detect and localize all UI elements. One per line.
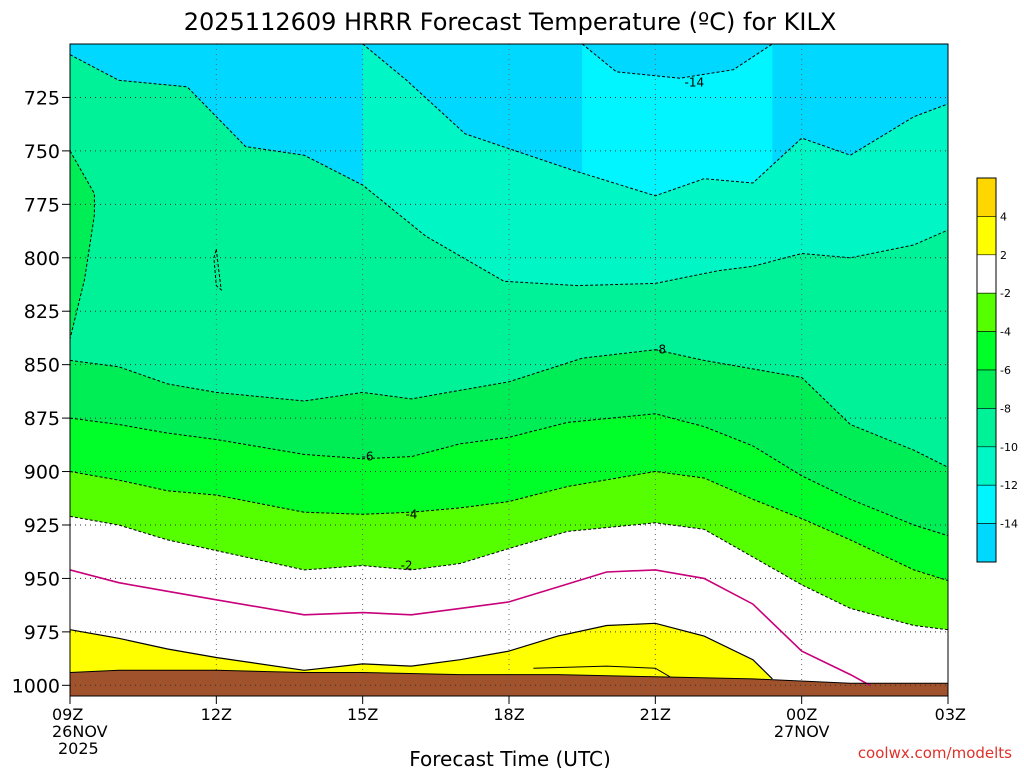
credit-text: coolwx.com/modelts	[858, 744, 1012, 762]
y-tick-label-975: 975	[24, 622, 60, 644]
y-tick-label-750: 750	[24, 141, 60, 163]
legend-swatch-minus-12	[976, 484, 997, 524]
isotherm-line-minus-6	[70, 413, 948, 537]
x-tick-label-03Z: 03Z	[935, 705, 966, 724]
isotherm-line-minus-2	[70, 515, 948, 631]
legend-frame	[976, 177, 997, 563]
color-legend: 4 2 -2 -4 -6 -8 -10 -12 -14	[976, 177, 1018, 563]
isotherm-line-plus-2	[70, 622, 773, 680]
legend-label-minus-10: -10	[1000, 441, 1018, 454]
y-tick-label-875: 875	[24, 408, 60, 430]
ground-surface-line	[70, 669, 948, 684]
legend-swatch-4	[976, 177, 997, 217]
legend-swatch-2	[976, 216, 997, 256]
isotherm-label-minus-8: -8	[654, 343, 666, 357]
y-tick-label-900: 900	[24, 462, 60, 484]
freezing-line-0c	[70, 569, 871, 687]
legend-label-minus-12: -12	[1000, 479, 1018, 492]
gridlines	[70, 44, 948, 696]
isotherm-label-minus-14: -14	[685, 75, 705, 89]
plot-area: -14 -8 -6 -4 -2	[70, 44, 948, 696]
y-tick-label-950: 950	[24, 568, 60, 590]
closed-isotherm-pocket	[70, 150, 95, 340]
temperature-bands	[70, 44, 948, 696]
x-tick-label-12Z: 12Z	[201, 705, 232, 724]
ground-below-surface	[70, 670, 948, 696]
legend-swatch-minus-2	[976, 292, 997, 332]
y-tick-label-850: 850	[24, 355, 60, 377]
legend-label-minus-14: -14	[1000, 518, 1018, 531]
legend-swatch-minus-14	[976, 523, 997, 563]
isotherm-contours: -14 -8 -6 -4 -2	[70, 44, 948, 687]
x-date-label-26NOV: 26NOV	[52, 722, 108, 741]
y-tick-label-775: 775	[24, 194, 60, 216]
legend-label-2: 2	[1000, 249, 1007, 262]
isotherm-line-plus-4	[533, 665, 671, 678]
legend-label-4: 4	[1000, 210, 1007, 223]
chart-title: 2025112609 HRRR Forecast Temperature (ºC…	[184, 8, 837, 36]
x-tick-label-00Z: 00Z	[786, 705, 817, 724]
y-tick-label-1000: 1000	[12, 675, 60, 697]
legend-label-minus-4: -4	[1000, 326, 1011, 339]
x-tick-label-18Z: 18Z	[493, 705, 524, 724]
y-tick-label-825: 825	[24, 301, 60, 323]
legend-label-minus-6: -6	[1000, 364, 1011, 377]
x-year-label-2025: 2025	[58, 739, 99, 758]
isotherm-line-minus-14	[581, 44, 773, 79]
y-tick-label-725: 725	[24, 87, 60, 109]
closed-isotherm-loop	[213, 249, 222, 292]
isotherm-label-minus-4: -4	[405, 507, 417, 521]
legend-swatch-minus-4	[976, 331, 997, 371]
isotherm-line-minus-8	[70, 349, 948, 468]
legend-swatch-minus-8	[976, 408, 997, 448]
x-date-label-27NOV: 27NOV	[774, 722, 830, 741]
isotherm-line-minus-4	[70, 470, 948, 582]
isotherm-line-minus-10	[70, 54, 948, 287]
legend-swatch-0	[976, 254, 997, 294]
x-axis-label: Forecast Time (UTC)	[409, 747, 611, 768]
band-minus-6-pocket	[70, 150, 95, 339]
x-tick-label-15Z: 15Z	[347, 705, 378, 724]
legend-label-minus-2: -2	[1000, 287, 1011, 300]
isotherm-label-minus-6: -6	[362, 450, 374, 464]
y-tick-label-800: 800	[24, 248, 60, 270]
y-tick-label-925: 925	[24, 515, 60, 537]
x-tick-label-09Z: 09Z	[52, 705, 83, 724]
legend-label-minus-8: -8	[1000, 402, 1011, 415]
isotherm-label-minus-2: -2	[401, 559, 413, 573]
legend-swatch-minus-10	[976, 446, 997, 486]
x-tick-label-21Z: 21Z	[640, 705, 671, 724]
band-plus-2-warm-layer	[70, 623, 773, 679]
pressure-axis: 725 750 775 800 825 850 875 900 925 950 975 1000	[12, 87, 70, 697]
legend-swatch-minus-6	[976, 369, 997, 409]
